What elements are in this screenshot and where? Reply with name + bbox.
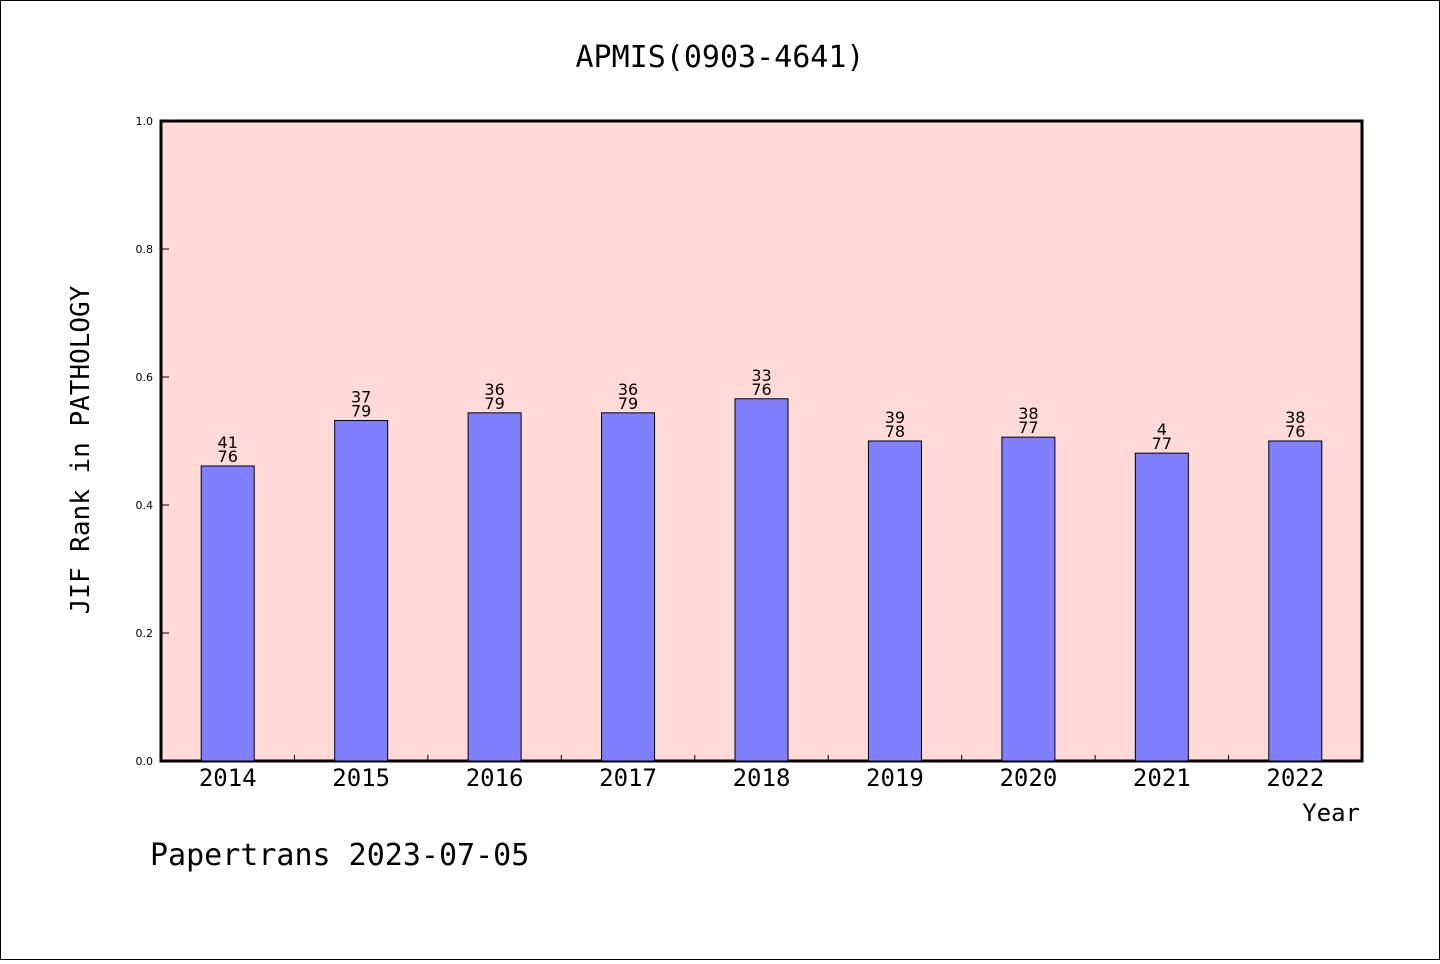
bar-total-label: 79 — [351, 402, 371, 421]
x-tick-label: 2019 — [866, 764, 924, 792]
bar-rank-label: 38 — [1285, 408, 1305, 427]
bar-rank-label: 36 — [618, 380, 638, 399]
y-tick-label: 0.0 — [136, 755, 154, 768]
bar-2022 — [1268, 440, 1323, 762]
y-axis-label: JIF Rank in PATHOLOGY — [66, 285, 96, 614]
bar-rank-label: 4 — [1157, 420, 1167, 439]
bar-2021 — [1134, 452, 1189, 762]
bar-2019 — [867, 440, 922, 762]
y-tick-label: 0.2 — [136, 627, 154, 640]
x-tick-label: 2014 — [199, 764, 257, 792]
bar-rank-label: 41 — [218, 433, 238, 452]
bar-2015 — [334, 420, 389, 762]
bar-2014 — [200, 465, 255, 762]
y-tick-label: 0.6 — [136, 371, 154, 384]
bar-rank-label: 37 — [351, 388, 371, 407]
bar-rank-label: 38 — [1018, 404, 1038, 423]
x-tick-label: 2021 — [1133, 764, 1191, 792]
x-axis-ticks: 2014 2015 2016 2017 2018 2019 2020 2021 2022 — [199, 755, 1324, 792]
bar-2017 — [601, 412, 656, 762]
bar-total-label: 77 — [1018, 418, 1038, 437]
bar-total-label: 79 — [484, 394, 504, 413]
x-tick-label: 2017 — [599, 764, 657, 792]
bar-2020 — [1001, 436, 1056, 762]
bar-total-label: 77 — [1152, 434, 1172, 453]
bar-total-label: 76 — [218, 447, 238, 466]
y-tick-label: 0.8 — [136, 243, 154, 256]
bar-total-label: 78 — [885, 422, 905, 441]
x-tick-label: 2016 — [466, 764, 524, 792]
y-tick-label: 1.0 — [136, 115, 154, 128]
y-tick-label: 0.4 — [136, 499, 154, 512]
x-tick-label: 2018 — [733, 764, 791, 792]
bar-rank-label: 39 — [885, 408, 905, 427]
x-axis-label: Year — [1302, 799, 1360, 827]
bar-total-label: 76 — [751, 380, 771, 399]
x-tick-label: 2015 — [332, 764, 390, 792]
x-tick-label: 2022 — [1266, 764, 1324, 792]
chart-title: APMIS(0903-4641) — [576, 40, 865, 75]
bar-rank-label: 33 — [751, 366, 771, 385]
bar-2016 — [467, 412, 522, 762]
x-tick-label: 2020 — [999, 764, 1057, 792]
bar-total-label: 76 — [1285, 422, 1305, 441]
footer-credit: Papertrans 2023-07-05 — [150, 838, 529, 873]
bar-total-label: 79 — [618, 394, 638, 413]
y-axis-ticks: 0.0 0.2 0.4 0.6 0.8 1.0 — [136, 115, 169, 768]
bar-2018 — [734, 398, 789, 762]
bar-rank-label: 36 — [484, 380, 504, 399]
